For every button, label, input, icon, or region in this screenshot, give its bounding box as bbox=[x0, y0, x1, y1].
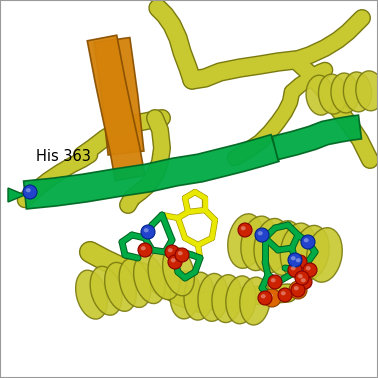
Ellipse shape bbox=[291, 256, 296, 260]
Ellipse shape bbox=[301, 235, 315, 249]
Ellipse shape bbox=[281, 291, 286, 295]
Ellipse shape bbox=[26, 188, 31, 192]
Ellipse shape bbox=[343, 72, 372, 112]
Ellipse shape bbox=[280, 223, 316, 277]
Ellipse shape bbox=[303, 263, 317, 277]
Ellipse shape bbox=[90, 266, 122, 315]
Ellipse shape bbox=[306, 75, 334, 115]
Ellipse shape bbox=[258, 231, 263, 235]
Ellipse shape bbox=[261, 294, 266, 298]
Ellipse shape bbox=[331, 73, 359, 113]
Ellipse shape bbox=[141, 225, 155, 239]
Ellipse shape bbox=[168, 255, 182, 269]
Ellipse shape bbox=[293, 255, 307, 269]
Ellipse shape bbox=[298, 274, 303, 278]
Polygon shape bbox=[8, 188, 25, 202]
Ellipse shape bbox=[319, 74, 347, 114]
Ellipse shape bbox=[254, 218, 290, 273]
Ellipse shape bbox=[356, 71, 378, 111]
Ellipse shape bbox=[298, 275, 312, 289]
Ellipse shape bbox=[238, 223, 252, 237]
Ellipse shape bbox=[278, 288, 292, 302]
Ellipse shape bbox=[228, 214, 263, 268]
Ellipse shape bbox=[212, 275, 242, 322]
Ellipse shape bbox=[119, 259, 151, 307]
Ellipse shape bbox=[76, 270, 107, 319]
Ellipse shape bbox=[165, 245, 179, 259]
Polygon shape bbox=[87, 35, 145, 181]
Ellipse shape bbox=[267, 221, 303, 275]
Ellipse shape bbox=[304, 238, 309, 242]
Ellipse shape bbox=[307, 228, 342, 282]
Ellipse shape bbox=[293, 285, 299, 290]
Ellipse shape bbox=[294, 286, 299, 290]
Ellipse shape bbox=[171, 258, 176, 262]
Ellipse shape bbox=[263, 289, 281, 307]
Ellipse shape bbox=[184, 272, 214, 320]
Ellipse shape bbox=[226, 276, 256, 324]
Ellipse shape bbox=[170, 271, 200, 319]
Ellipse shape bbox=[138, 243, 152, 257]
Ellipse shape bbox=[141, 246, 146, 250]
Ellipse shape bbox=[133, 255, 165, 304]
Ellipse shape bbox=[295, 271, 309, 285]
Ellipse shape bbox=[255, 228, 269, 242]
Ellipse shape bbox=[293, 225, 329, 280]
Ellipse shape bbox=[266, 293, 273, 299]
Polygon shape bbox=[94, 37, 144, 155]
Ellipse shape bbox=[23, 185, 37, 199]
Ellipse shape bbox=[288, 253, 302, 267]
Ellipse shape bbox=[168, 248, 173, 253]
Polygon shape bbox=[272, 115, 361, 160]
Ellipse shape bbox=[289, 281, 307, 299]
Ellipse shape bbox=[306, 266, 311, 270]
Ellipse shape bbox=[268, 275, 282, 289]
Ellipse shape bbox=[163, 247, 194, 296]
Ellipse shape bbox=[288, 263, 302, 277]
Ellipse shape bbox=[198, 273, 228, 321]
Ellipse shape bbox=[271, 278, 276, 282]
Ellipse shape bbox=[178, 251, 183, 256]
Ellipse shape bbox=[301, 278, 306, 282]
Ellipse shape bbox=[241, 216, 277, 271]
Ellipse shape bbox=[241, 226, 246, 230]
Ellipse shape bbox=[148, 251, 180, 300]
Ellipse shape bbox=[291, 283, 305, 297]
Ellipse shape bbox=[240, 277, 270, 325]
Ellipse shape bbox=[105, 262, 136, 311]
Polygon shape bbox=[23, 135, 279, 209]
Text: His 363: His 363 bbox=[36, 149, 91, 164]
Ellipse shape bbox=[258, 291, 272, 305]
Ellipse shape bbox=[291, 266, 296, 270]
Ellipse shape bbox=[175, 248, 189, 262]
Ellipse shape bbox=[144, 228, 149, 232]
Ellipse shape bbox=[296, 258, 301, 262]
